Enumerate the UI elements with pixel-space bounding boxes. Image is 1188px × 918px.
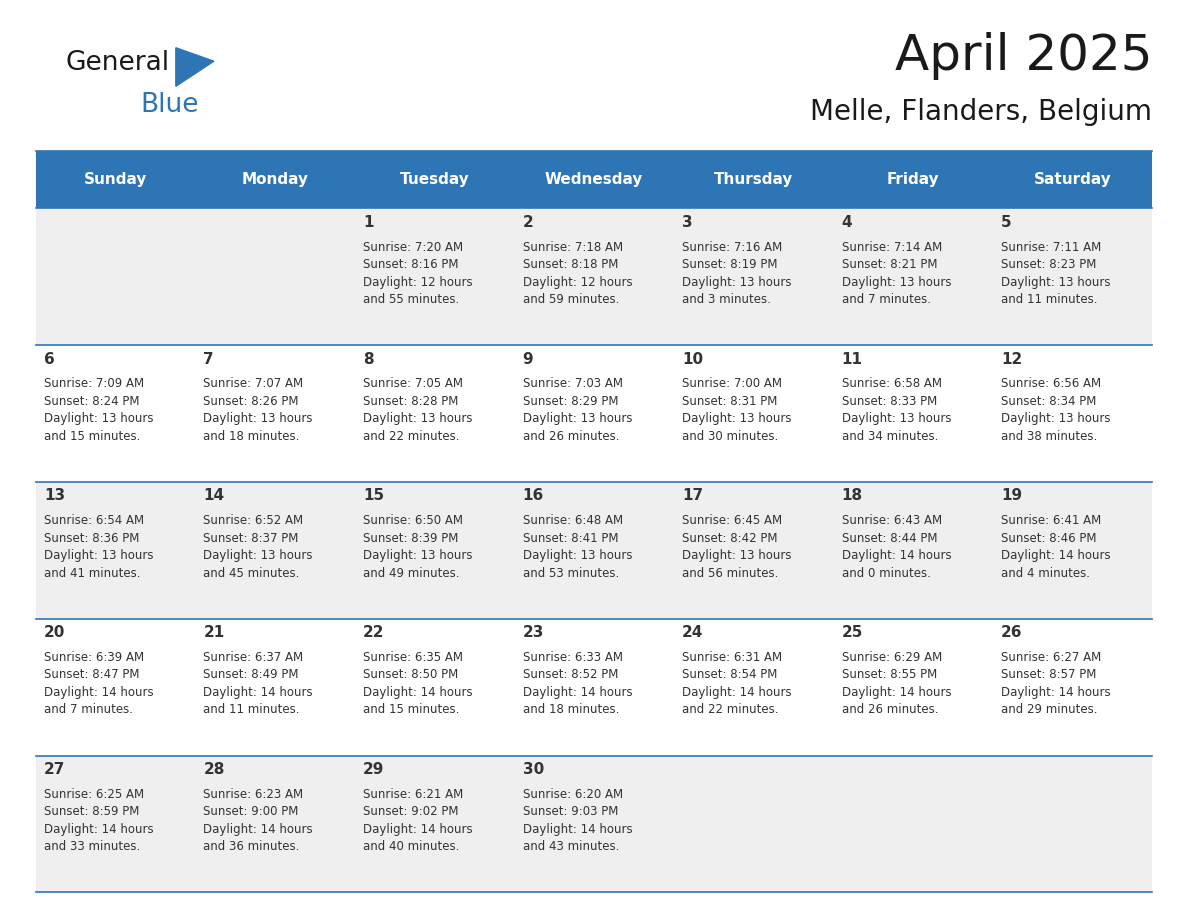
Text: Sunrise: 6:43 AM
Sunset: 8:44 PM
Daylight: 14 hours
and 0 minutes.: Sunrise: 6:43 AM Sunset: 8:44 PM Dayligh…	[841, 514, 952, 579]
Bar	[36, 345, 1152, 482]
Text: Sunrise: 6:23 AM
Sunset: 9:00 PM
Daylight: 14 hours
and 36 minutes.: Sunrise: 6:23 AM Sunset: 9:00 PM Dayligh…	[203, 788, 314, 853]
Text: 3: 3	[682, 215, 693, 230]
Text: April 2025: April 2025	[895, 32, 1152, 80]
Text: Sunrise: 6:41 AM
Sunset: 8:46 PM
Daylight: 14 hours
and 4 minutes.: Sunrise: 6:41 AM Sunset: 8:46 PM Dayligh…	[1001, 514, 1111, 579]
Text: Friday: Friday	[886, 173, 940, 187]
Text: Sunrise: 7:11 AM
Sunset: 8:23 PM
Daylight: 13 hours
and 11 minutes.: Sunrise: 7:11 AM Sunset: 8:23 PM Dayligh…	[1001, 241, 1111, 306]
Text: 9: 9	[523, 352, 533, 366]
Text: Sunrise: 6:54 AM
Sunset: 8:36 PM
Daylight: 13 hours
and 41 minutes.: Sunrise: 6:54 AM Sunset: 8:36 PM Dayligh…	[44, 514, 153, 579]
Text: Sunrise: 6:27 AM
Sunset: 8:57 PM
Daylight: 14 hours
and 29 minutes.: Sunrise: 6:27 AM Sunset: 8:57 PM Dayligh…	[1001, 651, 1111, 716]
Text: 14: 14	[203, 488, 225, 503]
Text: 13: 13	[44, 488, 65, 503]
Text: Sunrise: 6:50 AM
Sunset: 8:39 PM
Daylight: 13 hours
and 49 minutes.: Sunrise: 6:50 AM Sunset: 8:39 PM Dayligh…	[364, 514, 473, 579]
Text: Sunrise: 7:18 AM
Sunset: 8:18 PM
Daylight: 12 hours
and 59 minutes.: Sunrise: 7:18 AM Sunset: 8:18 PM Dayligh…	[523, 241, 632, 306]
Text: 10: 10	[682, 352, 703, 366]
Text: Sunrise: 6:35 AM
Sunset: 8:50 PM
Daylight: 14 hours
and 15 minutes.: Sunrise: 6:35 AM Sunset: 8:50 PM Dayligh…	[364, 651, 473, 716]
Text: Sunrise: 6:21 AM
Sunset: 9:02 PM
Daylight: 14 hours
and 40 minutes.: Sunrise: 6:21 AM Sunset: 9:02 PM Dayligh…	[364, 788, 473, 853]
Text: 2: 2	[523, 215, 533, 230]
Text: 15: 15	[364, 488, 384, 503]
Text: 29: 29	[364, 762, 385, 777]
Text: 11: 11	[841, 352, 862, 366]
Text: Sunrise: 6:37 AM
Sunset: 8:49 PM
Daylight: 14 hours
and 11 minutes.: Sunrise: 6:37 AM Sunset: 8:49 PM Dayligh…	[203, 651, 314, 716]
Text: 5: 5	[1001, 215, 1012, 230]
Text: Blue: Blue	[140, 92, 198, 118]
Polygon shape	[176, 48, 214, 86]
Text: Sunrise: 6:48 AM
Sunset: 8:41 PM
Daylight: 13 hours
and 53 minutes.: Sunrise: 6:48 AM Sunset: 8:41 PM Dayligh…	[523, 514, 632, 579]
Text: Sunrise: 6:20 AM
Sunset: 9:03 PM
Daylight: 14 hours
and 43 minutes.: Sunrise: 6:20 AM Sunset: 9:03 PM Dayligh…	[523, 788, 632, 853]
Text: Sunrise: 6:25 AM
Sunset: 8:59 PM
Daylight: 14 hours
and 33 minutes.: Sunrise: 6:25 AM Sunset: 8:59 PM Dayligh…	[44, 788, 153, 853]
Bar	[36, 208, 1152, 345]
Bar	[36, 619, 1152, 756]
Text: 28: 28	[203, 762, 225, 777]
Text: Sunrise: 6:52 AM
Sunset: 8:37 PM
Daylight: 13 hours
and 45 minutes.: Sunrise: 6:52 AM Sunset: 8:37 PM Dayligh…	[203, 514, 312, 579]
Text: Sunrise: 7:03 AM
Sunset: 8:29 PM
Daylight: 13 hours
and 26 minutes.: Sunrise: 7:03 AM Sunset: 8:29 PM Dayligh…	[523, 377, 632, 442]
Text: 30: 30	[523, 762, 544, 777]
Text: Monday: Monday	[241, 173, 309, 187]
Text: 4: 4	[841, 215, 852, 230]
Text: 23: 23	[523, 625, 544, 640]
Text: Melle, Flanders, Belgium: Melle, Flanders, Belgium	[810, 98, 1152, 127]
Text: Sunday: Sunday	[83, 173, 147, 187]
Text: 6: 6	[44, 352, 55, 366]
Text: Sunrise: 6:45 AM
Sunset: 8:42 PM
Daylight: 13 hours
and 56 minutes.: Sunrise: 6:45 AM Sunset: 8:42 PM Dayligh…	[682, 514, 791, 579]
Text: 16: 16	[523, 488, 544, 503]
Text: Sunrise: 6:56 AM
Sunset: 8:34 PM
Daylight: 13 hours
and 38 minutes.: Sunrise: 6:56 AM Sunset: 8:34 PM Dayligh…	[1001, 377, 1111, 442]
Text: 12: 12	[1001, 352, 1023, 366]
Text: Sunrise: 7:20 AM
Sunset: 8:16 PM
Daylight: 12 hours
and 55 minutes.: Sunrise: 7:20 AM Sunset: 8:16 PM Dayligh…	[364, 241, 473, 306]
Text: Sunrise: 6:58 AM
Sunset: 8:33 PM
Daylight: 13 hours
and 34 minutes.: Sunrise: 6:58 AM Sunset: 8:33 PM Dayligh…	[841, 377, 952, 442]
Text: General: General	[65, 50, 170, 76]
FancyBboxPatch shape	[36, 151, 1152, 208]
Text: Thursday: Thursday	[714, 173, 794, 187]
Text: 26: 26	[1001, 625, 1023, 640]
Text: Tuesday: Tuesday	[399, 173, 469, 187]
Text: 19: 19	[1001, 488, 1022, 503]
Text: Sunrise: 7:05 AM
Sunset: 8:28 PM
Daylight: 13 hours
and 22 minutes.: Sunrise: 7:05 AM Sunset: 8:28 PM Dayligh…	[364, 377, 473, 442]
Text: Sunrise: 7:14 AM
Sunset: 8:21 PM
Daylight: 13 hours
and 7 minutes.: Sunrise: 7:14 AM Sunset: 8:21 PM Dayligh…	[841, 241, 952, 306]
Text: Sunrise: 6:31 AM
Sunset: 8:54 PM
Daylight: 14 hours
and 22 minutes.: Sunrise: 6:31 AM Sunset: 8:54 PM Dayligh…	[682, 651, 791, 716]
Text: 20: 20	[44, 625, 65, 640]
Text: Sunrise: 6:39 AM
Sunset: 8:47 PM
Daylight: 14 hours
and 7 minutes.: Sunrise: 6:39 AM Sunset: 8:47 PM Dayligh…	[44, 651, 153, 716]
Text: 21: 21	[203, 625, 225, 640]
Text: 22: 22	[364, 625, 385, 640]
Text: Sunrise: 7:00 AM
Sunset: 8:31 PM
Daylight: 13 hours
and 30 minutes.: Sunrise: 7:00 AM Sunset: 8:31 PM Dayligh…	[682, 377, 791, 442]
Bar	[36, 482, 1152, 619]
Text: 24: 24	[682, 625, 703, 640]
Text: Sunrise: 7:16 AM
Sunset: 8:19 PM
Daylight: 13 hours
and 3 minutes.: Sunrise: 7:16 AM Sunset: 8:19 PM Dayligh…	[682, 241, 791, 306]
Text: 25: 25	[841, 625, 862, 640]
Text: 17: 17	[682, 488, 703, 503]
Text: 8: 8	[364, 352, 374, 366]
Text: 1: 1	[364, 215, 373, 230]
Text: Wednesday: Wednesday	[545, 173, 643, 187]
Text: Saturday: Saturday	[1034, 173, 1112, 187]
Text: 7: 7	[203, 352, 214, 366]
Text: Sunrise: 6:29 AM
Sunset: 8:55 PM
Daylight: 14 hours
and 26 minutes.: Sunrise: 6:29 AM Sunset: 8:55 PM Dayligh…	[841, 651, 952, 716]
Text: 27: 27	[44, 762, 65, 777]
Text: Sunrise: 7:09 AM
Sunset: 8:24 PM
Daylight: 13 hours
and 15 minutes.: Sunrise: 7:09 AM Sunset: 8:24 PM Dayligh…	[44, 377, 153, 442]
Bar	[36, 756, 1152, 892]
Text: Sunrise: 6:33 AM
Sunset: 8:52 PM
Daylight: 14 hours
and 18 minutes.: Sunrise: 6:33 AM Sunset: 8:52 PM Dayligh…	[523, 651, 632, 716]
Text: Sunrise: 7:07 AM
Sunset: 8:26 PM
Daylight: 13 hours
and 18 minutes.: Sunrise: 7:07 AM Sunset: 8:26 PM Dayligh…	[203, 377, 312, 442]
Text: 18: 18	[841, 488, 862, 503]
